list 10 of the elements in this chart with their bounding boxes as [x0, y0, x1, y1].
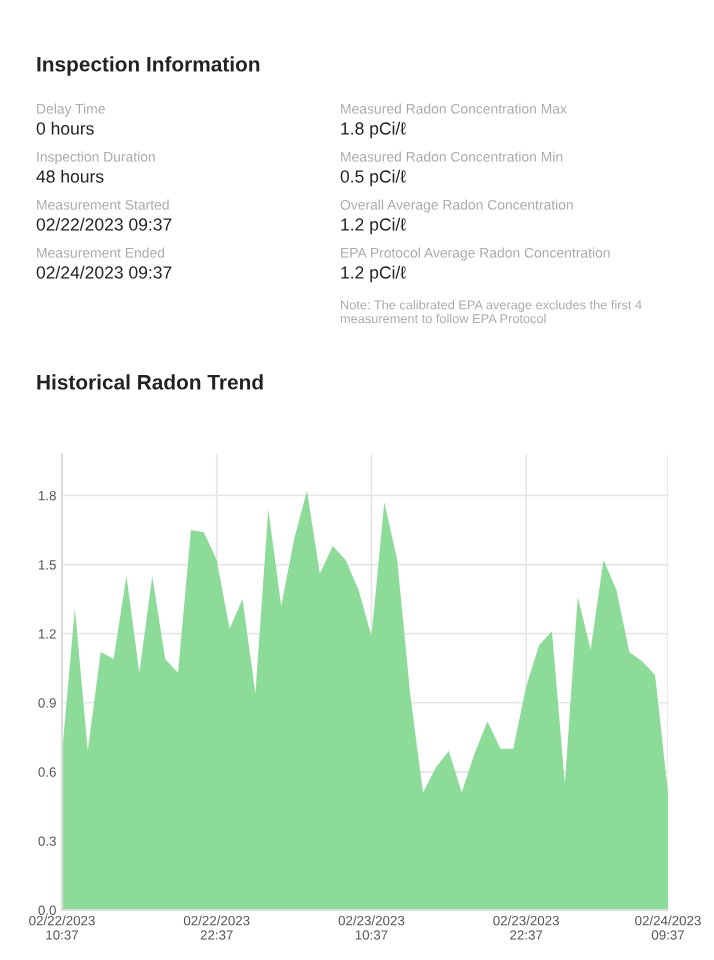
text: 1.2 pCi/ℓ — [341, 217, 406, 235]
text: 48 hours — [36, 169, 104, 183]
text: 1.2 pCi/ℓ — [341, 265, 406, 283]
text: 02/22/2023 09:37 — [36, 217, 172, 231]
text: 02/24/2023 09:37 — [36, 265, 172, 279]
chart-title: Historical Radon Trend — [37, 374, 263, 390]
text: Inspection Information — [37, 56, 260, 76]
text: 1.8 pCi/ℓ — [341, 121, 406, 139]
text: 0 hours — [36, 121, 94, 135]
text: 0.5 pCi/ℓ — [340, 169, 406, 187]
